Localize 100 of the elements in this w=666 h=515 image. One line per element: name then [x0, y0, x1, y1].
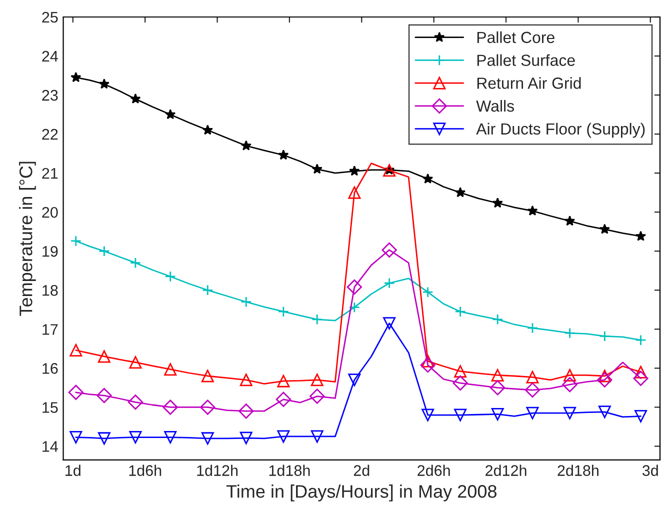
x-tick-label: 1d18h: [269, 464, 310, 476]
legend-label: Air Ducts Floor (Supply): [476, 122, 645, 138]
point: [164, 270, 176, 282]
point: [491, 408, 504, 420]
point: [129, 356, 142, 369]
point: [454, 365, 467, 378]
point: [128, 394, 144, 410]
point: [492, 314, 504, 325]
point: [240, 296, 252, 308]
point: [278, 150, 289, 160]
point: [452, 375, 468, 391]
point: [70, 344, 82, 356]
point: [202, 124, 213, 135]
point: [383, 317, 396, 330]
y-tick-label: 24: [42, 50, 58, 62]
y-tick-label: 16: [42, 363, 58, 374]
x-tick-label: 3d: [642, 464, 658, 476]
point: [164, 363, 177, 376]
point: [278, 306, 289, 318]
point: [201, 432, 214, 445]
point: [162, 400, 178, 415]
point: [562, 377, 578, 392]
y-tick-label: 19: [42, 246, 58, 257]
point: [276, 392, 292, 407]
y-tick-label: 22: [42, 128, 58, 140]
point: [597, 372, 612, 388]
point: [382, 242, 397, 258]
point: [312, 314, 323, 325]
x-tick-label: 2d6h: [418, 464, 450, 476]
point: [310, 430, 324, 443]
point: [346, 279, 362, 295]
point: [312, 164, 322, 174]
point: [633, 370, 648, 386]
point: [240, 432, 252, 444]
point: [599, 224, 610, 234]
point: [526, 322, 538, 334]
point: [68, 384, 84, 400]
point: [310, 374, 324, 386]
point: [491, 368, 504, 382]
x-tick-label: 2d: [354, 464, 370, 476]
y-tick-label: 18: [42, 285, 58, 296]
y-tick-label: 17: [42, 324, 58, 335]
point: [564, 328, 576, 339]
point: [348, 186, 361, 199]
point: [310, 388, 325, 404]
point: [564, 368, 576, 382]
y-tick-label: 25: [42, 12, 58, 23]
point: [635, 334, 646, 346]
point: [422, 173, 434, 184]
y-tick-label: 21: [42, 168, 58, 179]
point: [129, 431, 142, 444]
point: [349, 166, 360, 176]
point: [454, 408, 467, 422]
point: [492, 198, 503, 208]
point: [238, 404, 254, 419]
point: [634, 410, 648, 422]
point: [599, 330, 610, 342]
point: [564, 216, 576, 226]
point: [201, 370, 214, 382]
point: [598, 406, 611, 418]
point: [130, 257, 142, 268]
x-tick-label: 1d6h: [129, 464, 162, 476]
point: [164, 431, 177, 444]
point: [277, 374, 290, 388]
point: [98, 432, 110, 445]
y-tick-label: 14: [42, 441, 58, 452]
point: [422, 408, 434, 422]
point: [454, 306, 466, 318]
point: [490, 380, 506, 396]
x-tick-label: 1d: [66, 464, 80, 476]
point: [348, 374, 361, 386]
point: [98, 78, 110, 89]
point: [527, 205, 538, 216]
point: [98, 350, 110, 363]
y-tick-label: 15: [42, 402, 58, 413]
point: [202, 284, 214, 296]
point: [348, 302, 360, 313]
point: [70, 72, 82, 82]
point: [524, 382, 540, 398]
point: [635, 230, 646, 241]
y-tick-label: 23: [42, 90, 58, 101]
point: [277, 430, 290, 443]
point: [70, 235, 82, 247]
point: [564, 406, 576, 420]
y-axis-title: Temperature in [°C]: [19, 162, 36, 316]
point: [454, 187, 466, 198]
point: [200, 400, 216, 415]
x-axis-title: Time in [Days/Hours] in May 2008: [226, 484, 496, 502]
point: [384, 278, 395, 289]
y-tick-label: 20: [42, 206, 58, 218]
point: [70, 431, 82, 444]
point: [526, 370, 539, 384]
point: [598, 370, 611, 382]
legend-label: Return Air Grid: [477, 77, 581, 89]
point: [165, 108, 176, 120]
legend-label: Pallet Core: [477, 31, 554, 44]
point: [240, 140, 252, 150]
point: [96, 388, 112, 404]
legend-label: Pallet Surface: [477, 54, 575, 66]
point: [422, 354, 434, 368]
